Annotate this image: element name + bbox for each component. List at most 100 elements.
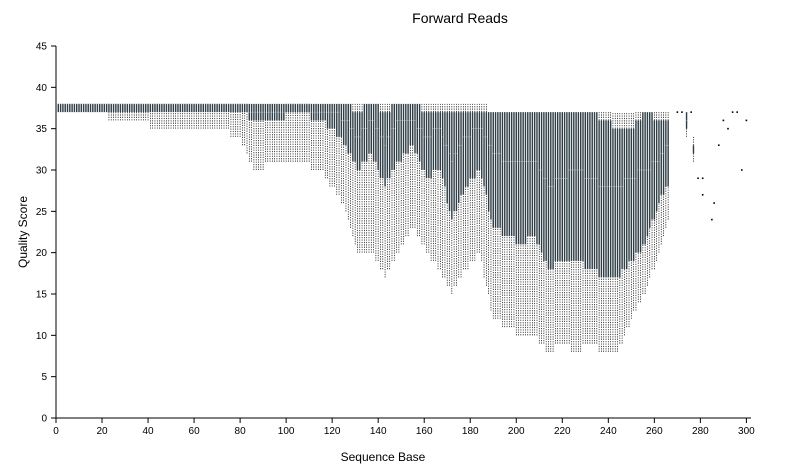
box-38 [142, 103, 145, 121]
box-215 [550, 112, 552, 352]
box-246 [621, 112, 623, 344]
box-iqr [96, 103, 99, 113]
box-125 [342, 103, 345, 204]
box-54 [179, 103, 181, 129]
box-iqr [552, 112, 554, 270]
box-121 [333, 103, 336, 187]
box-iqr [630, 128, 633, 261]
box-197 [508, 112, 511, 328]
box-19 [99, 103, 101, 113]
box-258 [649, 112, 651, 278]
box-127 [347, 103, 349, 220]
box-107 [301, 103, 303, 162]
box-iqr [568, 112, 570, 261]
box-33 [131, 103, 133, 121]
box-iqr [181, 103, 184, 113]
box-4 [64, 103, 66, 113]
box-76 [230, 103, 232, 137]
y-tick-label: 45 [36, 42, 48, 53]
box-iqr [418, 103, 421, 162]
box-182 [474, 103, 476, 261]
box-230 [584, 112, 587, 344]
box-iqr [241, 103, 244, 113]
box-iqr [170, 103, 172, 113]
box-iqr [165, 103, 168, 113]
box-iqr [92, 103, 94, 113]
box-137 [370, 103, 372, 253]
box-iqr [119, 103, 122, 113]
box-224 [570, 112, 573, 352]
box-iqr [550, 112, 552, 270]
box-45 [158, 103, 161, 129]
box-iqr [554, 112, 557, 261]
box-124 [340, 103, 343, 204]
box-135 [365, 103, 368, 253]
box-iqr [338, 103, 340, 137]
box-92 [267, 103, 269, 162]
box-iqr [409, 103, 412, 146]
box-iqr [370, 103, 372, 154]
y-tick-label: 30 [36, 166, 48, 177]
box-iqr [62, 103, 64, 113]
box-115 [319, 103, 322, 170]
box-51 [172, 103, 175, 129]
box-123 [338, 103, 340, 195]
box-158 [418, 103, 421, 237]
box-iqr [186, 103, 188, 113]
box-iqr [692, 145, 695, 154]
box-55 [181, 103, 184, 129]
box-iqr [108, 103, 110, 113]
box-75 [227, 103, 230, 129]
box-iqr [347, 103, 349, 154]
box-iqr [66, 103, 69, 113]
box-210 [538, 112, 540, 344]
box-iqr [467, 112, 469, 187]
box-iqr [105, 103, 108, 113]
box-iqr [522, 112, 524, 245]
box-5 [66, 103, 69, 113]
box-iqr [131, 103, 133, 113]
box-iqr [655, 120, 658, 212]
box-iqr [230, 103, 232, 113]
box-6 [69, 103, 71, 113]
box-iqr [432, 112, 435, 170]
box-204 [524, 112, 527, 336]
box-iqr [614, 128, 616, 278]
box-iqr [333, 103, 336, 129]
box-iqr [356, 112, 359, 170]
box-277 [692, 136, 695, 162]
box-163 [430, 103, 432, 261]
box-190 [492, 112, 494, 319]
box-199 [513, 112, 515, 328]
box-134 [363, 103, 366, 253]
box-61 [195, 103, 198, 129]
box-23 [108, 103, 110, 121]
box-iqr [437, 112, 439, 170]
box-iqr [365, 103, 368, 162]
box-iqr [145, 103, 147, 113]
box-iqr [202, 103, 204, 113]
box-iqr [586, 112, 589, 270]
box-iqr [476, 112, 478, 170]
box-iqr [382, 112, 384, 179]
box-iqr [497, 112, 499, 228]
box-iqr [124, 103, 126, 113]
box-229 [582, 112, 584, 344]
box-104 [294, 103, 297, 162]
sparse-point [701, 177, 704, 180]
box-211 [540, 112, 543, 344]
box-193 [499, 112, 501, 319]
box-168 [441, 103, 444, 278]
box-237 [600, 112, 603, 352]
box-41 [149, 103, 152, 129]
box-iqr [398, 103, 400, 162]
box-69 [214, 103, 216, 129]
box-196 [506, 112, 508, 328]
box-77 [232, 103, 234, 137]
box-iqr [361, 112, 363, 162]
box-iqr [455, 112, 458, 212]
box-iqr [573, 112, 575, 261]
box-iqr [414, 103, 416, 154]
box-198 [510, 112, 513, 328]
